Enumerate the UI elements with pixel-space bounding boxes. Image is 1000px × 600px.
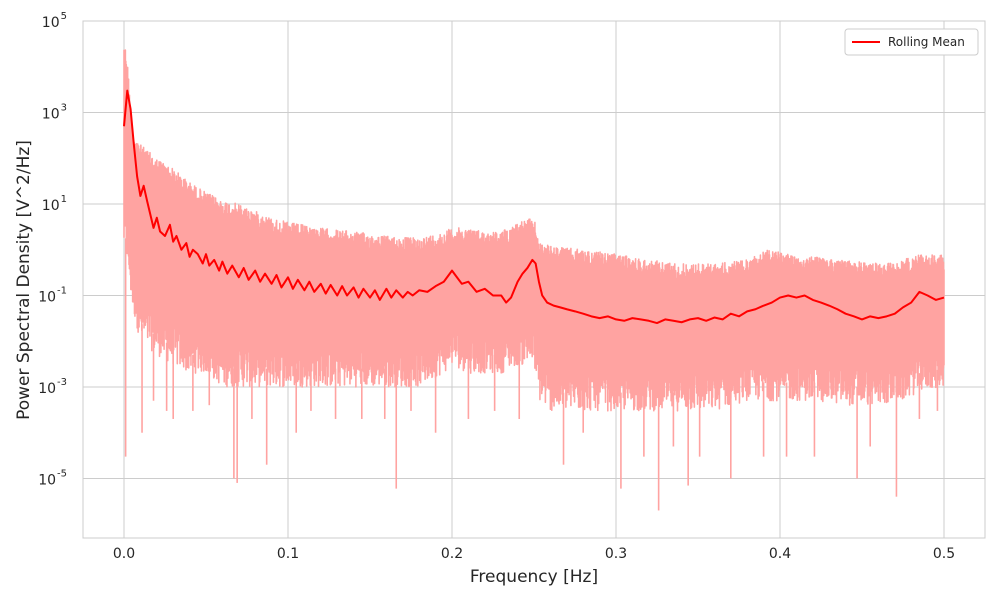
- y-tick-labels: 105 103 101 10-1 10-3 10-5: [38, 11, 67, 488]
- y-tick-label: 105: [42, 11, 67, 31]
- y-axis-label: Power Spectral Density [V^2/Hz]: [14, 140, 34, 420]
- plot-frame: [82, 20, 986, 539]
- y-tick-label: 101: [42, 194, 67, 214]
- raw-psd-line: [123, 49, 945, 412]
- legend: Rolling Mean: [844, 28, 979, 56]
- x-tick-label: 0.0: [113, 546, 135, 562]
- x-tick-label: 0.2: [441, 546, 463, 562]
- series-line-rolling-mean: [123, 89, 945, 325]
- y-tick-label: 10-3: [38, 377, 67, 397]
- legend-box: [844, 28, 979, 56]
- series-lines: [123, 89, 945, 325]
- x-tick-labels: 0.0 0.1 0.2 0.3 0.4 0.5: [113, 546, 955, 562]
- x-tick-label: 0.1: [277, 546, 299, 562]
- x-tick-label: 0.5: [933, 546, 955, 562]
- x-tick-label: 0.4: [769, 546, 791, 562]
- x-axis-label: Frequency [Hz]: [470, 567, 598, 587]
- legend-label-rolling-mean: Rolling Mean: [888, 35, 965, 49]
- x-tick-label: 0.3: [605, 546, 627, 562]
- y-tick-label: 103: [42, 102, 67, 122]
- raw-psd-band: [123, 49, 945, 511]
- y-tick-label: 10-1: [38, 285, 67, 305]
- y-tick-label: 10-5: [38, 468, 67, 488]
